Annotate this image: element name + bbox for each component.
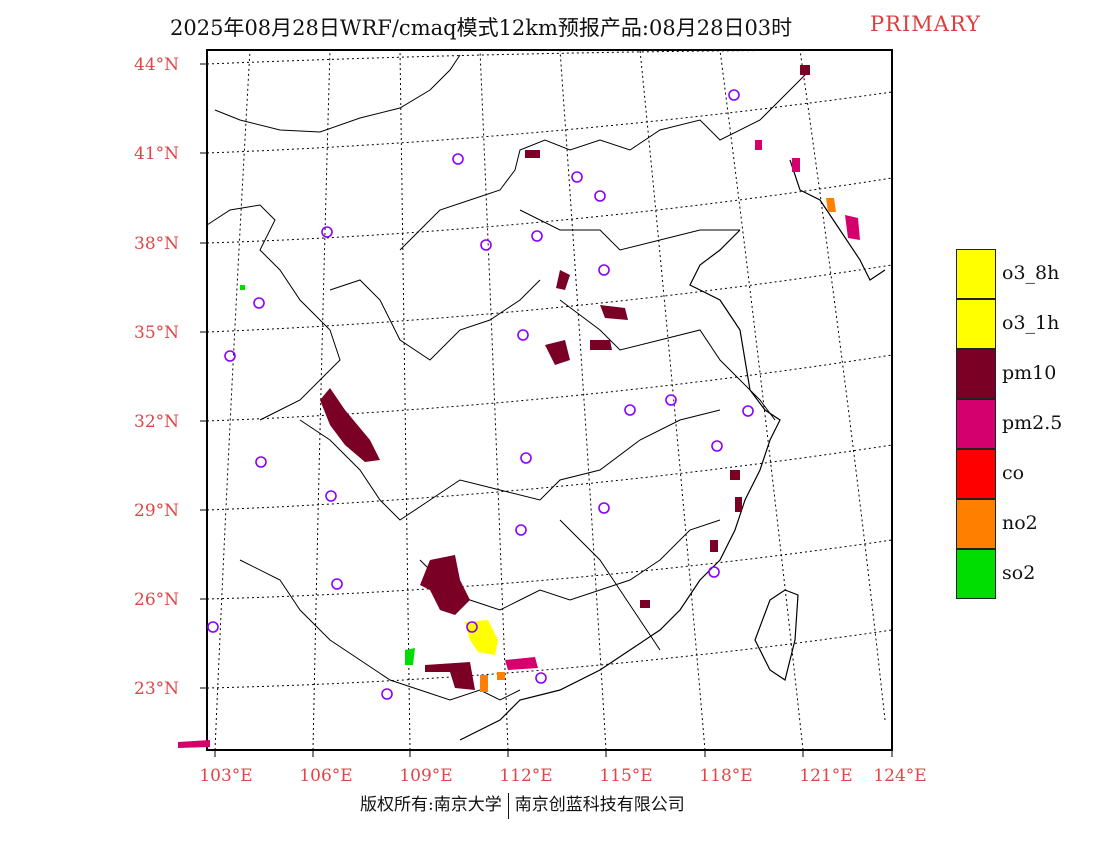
legend-item-o3-1h: o3_1h xyxy=(956,299,1096,349)
lat-label-35: 35°N xyxy=(134,323,180,343)
legend-label: co xyxy=(1002,462,1025,484)
legend-label: pm10 xyxy=(1002,362,1057,384)
lat-label-38: 38°N xyxy=(134,234,180,254)
lon-label-103: 103°E xyxy=(199,766,253,786)
legend-swatch xyxy=(956,249,996,299)
lon-label-124: 124°E xyxy=(873,766,927,786)
legend-item-o3-8h: o3_8h xyxy=(956,249,1096,299)
legend-swatch xyxy=(956,499,996,549)
lon-label-106: 106°E xyxy=(299,766,353,786)
legend-swatch xyxy=(956,449,996,499)
copyright-footer: 版权所有:南京大学 南京创蓝科技有限公司 xyxy=(360,790,685,819)
footer-divider xyxy=(507,792,509,819)
o3-cells xyxy=(465,620,498,655)
legend-label: so2 xyxy=(1002,562,1036,584)
legend-label: o3_8h xyxy=(1002,262,1060,284)
copyright-right: 南京创蓝科技有限公司 xyxy=(514,795,685,815)
lon-label-118: 118°E xyxy=(699,766,753,786)
lon-label-121: 121°E xyxy=(799,766,853,786)
lon-label-112: 112°E xyxy=(499,766,553,786)
lon-label-115: 115°E xyxy=(599,766,653,786)
legend-item-so2: so2 xyxy=(956,549,1096,599)
lat-label-23: 23°N xyxy=(134,679,180,699)
legend-item-no2: no2 xyxy=(956,499,1096,549)
legend-label: no2 xyxy=(1002,512,1038,534)
pm10-cells xyxy=(320,65,810,690)
map-title: 2025年08月28日WRF/cmaq模式12km预报产品:08月28日03时 xyxy=(170,16,793,40)
legend-swatch xyxy=(956,549,996,599)
copyright-left: 版权所有:南京大学 xyxy=(360,795,502,815)
lat-label-32: 32°N xyxy=(134,412,180,432)
legend-swatch xyxy=(956,349,996,399)
pollutant-legend: o3_8h o3_1h pm10 pm2.5 co no2 so2 xyxy=(956,249,1096,599)
legend-label: o3_1h xyxy=(1002,312,1060,334)
pm25-cells xyxy=(178,140,860,748)
map-frame xyxy=(206,49,893,751)
legend-item-co: co xyxy=(956,449,1096,499)
coastline xyxy=(459,159,886,741)
lat-label-26: 26°N xyxy=(134,590,180,610)
lat-label-41: 41°N xyxy=(134,144,180,164)
lon-label-109: 109°E xyxy=(399,766,453,786)
axis-ticks xyxy=(200,63,893,757)
primary-tag: PRIMARY xyxy=(870,12,981,36)
legend-item-pm25: pm2.5 xyxy=(956,399,1096,449)
station-markers xyxy=(207,89,754,700)
legend-item-pm10: pm10 xyxy=(956,349,1096,399)
lat-label-29: 29°N xyxy=(134,501,180,521)
lat-label-44: 44°N xyxy=(134,55,180,75)
no2-cells xyxy=(480,198,836,692)
legend-label: pm2.5 xyxy=(1002,412,1063,434)
legend-swatch xyxy=(956,399,996,449)
legend-swatch xyxy=(956,299,996,349)
so2-cells xyxy=(240,285,415,665)
latitude-gridlines xyxy=(206,49,893,689)
